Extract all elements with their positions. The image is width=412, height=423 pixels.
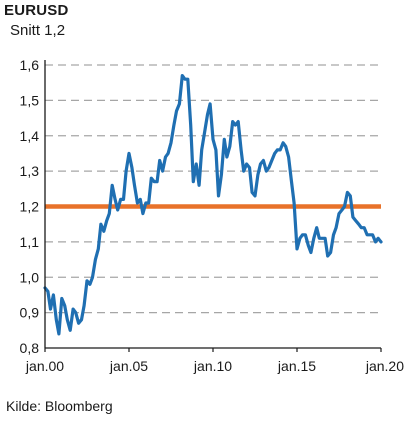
series-layer <box>43 74 383 336</box>
x-tick-label: jan.10 <box>193 358 232 374</box>
y-tick-label: 1,2 <box>20 199 40 215</box>
chart-subtitle: Snitt 1,2 <box>10 22 66 39</box>
x-tick-label: jan.20 <box>365 358 404 374</box>
y-tick-label: 1,4 <box>20 128 40 144</box>
y-tick-label: 1,5 <box>20 92 40 108</box>
y-tick-label: 1,3 <box>20 163 40 179</box>
chart-source: Kilde: Bloomberg <box>6 398 113 414</box>
x-tick-labels: jan.00 jan.05 jan.10 jan.15 jan.20 <box>25 358 404 374</box>
x-tick-label: jan.05 <box>109 358 148 374</box>
grid-layer <box>45 64 381 314</box>
axis-layer <box>44 60 382 352</box>
chart-title: EURUSD <box>4 2 69 19</box>
y-tick-label: 1,6 <box>20 57 40 73</box>
y-tick-label: 0,8 <box>20 340 40 356</box>
x-tick-label: jan.15 <box>277 358 316 374</box>
y-tick-label: 1,0 <box>20 269 40 285</box>
y-tick-label: 0,9 <box>20 305 40 321</box>
y-tick-label: 1,1 <box>20 234 40 250</box>
eurusd-series-line <box>43 74 383 336</box>
x-tick-label: jan.00 <box>25 358 64 374</box>
y-tick-labels: 1,6 1,5 1,4 1,3 1,2 1,1 1,0 0,9 0,8 <box>20 57 40 356</box>
